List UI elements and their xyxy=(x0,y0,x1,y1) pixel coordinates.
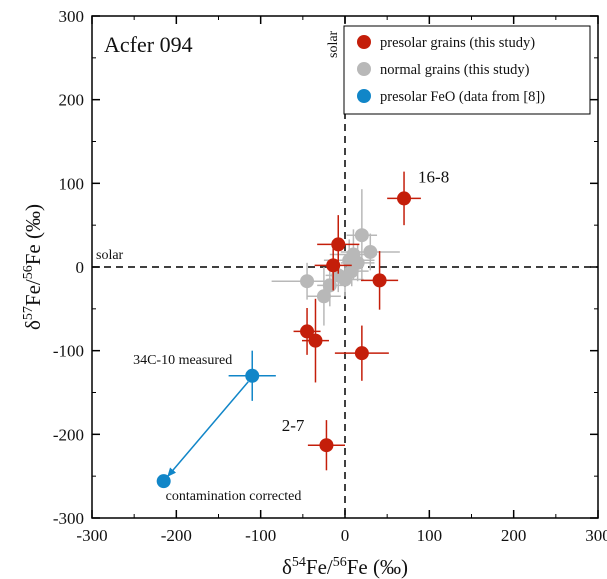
legend-marker-presolar xyxy=(357,35,371,49)
y-tick-labels: -300 -200 -100 0 100 200 300 xyxy=(53,7,84,528)
y-axis-title: δ57Fe/56Fe (‰) xyxy=(21,204,45,330)
axis-ticks xyxy=(91,15,599,519)
point-label: 2-7 xyxy=(282,416,305,435)
normal-point xyxy=(316,289,331,304)
y-tick-label: 100 xyxy=(59,174,85,193)
y-tick-label: -300 xyxy=(53,509,84,528)
y-tick-label: -200 xyxy=(53,425,84,444)
presolar-point xyxy=(331,237,346,252)
data-points xyxy=(156,171,421,489)
legend-label-feo: presolar FeO (data from [8]) xyxy=(380,89,545,105)
presolar-point xyxy=(319,438,334,453)
feo-point xyxy=(156,474,171,489)
x-tick-label: -200 xyxy=(161,526,192,545)
legend-box xyxy=(343,25,591,115)
presolar-point xyxy=(326,258,341,273)
x-tick-labels: -300 -200 -100 0 100 200 300 xyxy=(76,526,607,545)
point-label: contamination corrected xyxy=(166,489,302,504)
normal-point xyxy=(300,274,315,289)
x-tick-label: 300 xyxy=(585,526,607,545)
legend-marker-feo xyxy=(357,89,371,103)
presolar-point xyxy=(308,333,323,348)
point-label: 16-8 xyxy=(418,167,449,186)
x-tick-label: 100 xyxy=(417,526,443,545)
y-tick-label: 300 xyxy=(59,7,85,26)
x-axis-title: δ54Fe/56Fe (‰) xyxy=(282,555,408,579)
y-tick-label: 200 xyxy=(59,91,85,110)
presolar-point xyxy=(300,324,315,339)
solar-horizontal-label: solar xyxy=(96,248,124,263)
solar-vertical-label: solar xyxy=(326,30,341,58)
normal-point xyxy=(354,228,369,243)
x-tick-label: -100 xyxy=(245,526,276,545)
x-tick-label: -300 xyxy=(76,526,107,545)
y-tick-label: 0 xyxy=(76,258,85,277)
presolar-point xyxy=(372,273,387,288)
presolar-point xyxy=(397,191,412,206)
point-label: 34C-10 measured xyxy=(133,353,232,368)
legend-marker-normal xyxy=(357,62,371,76)
x-tick-label: 0 xyxy=(341,526,350,545)
feo-point xyxy=(245,368,260,383)
y-tick-label: -100 xyxy=(53,342,84,361)
x-tick-label: 200 xyxy=(501,526,527,545)
legend-label-presolar: presolar grains (this study) xyxy=(380,35,535,51)
presolar-point xyxy=(354,346,369,361)
normal-point xyxy=(363,244,378,259)
point-labels: 16-8 2-7 34C-10 measured contamination corr… xyxy=(133,167,449,504)
legend-label-normal: normal grains (this study) xyxy=(380,62,530,78)
legend: presolar grains (this study) normal grai… xyxy=(343,25,591,115)
normal-point xyxy=(338,272,352,287)
panel-label: Acfer 094 xyxy=(104,32,193,57)
correction-arrow xyxy=(167,381,249,477)
